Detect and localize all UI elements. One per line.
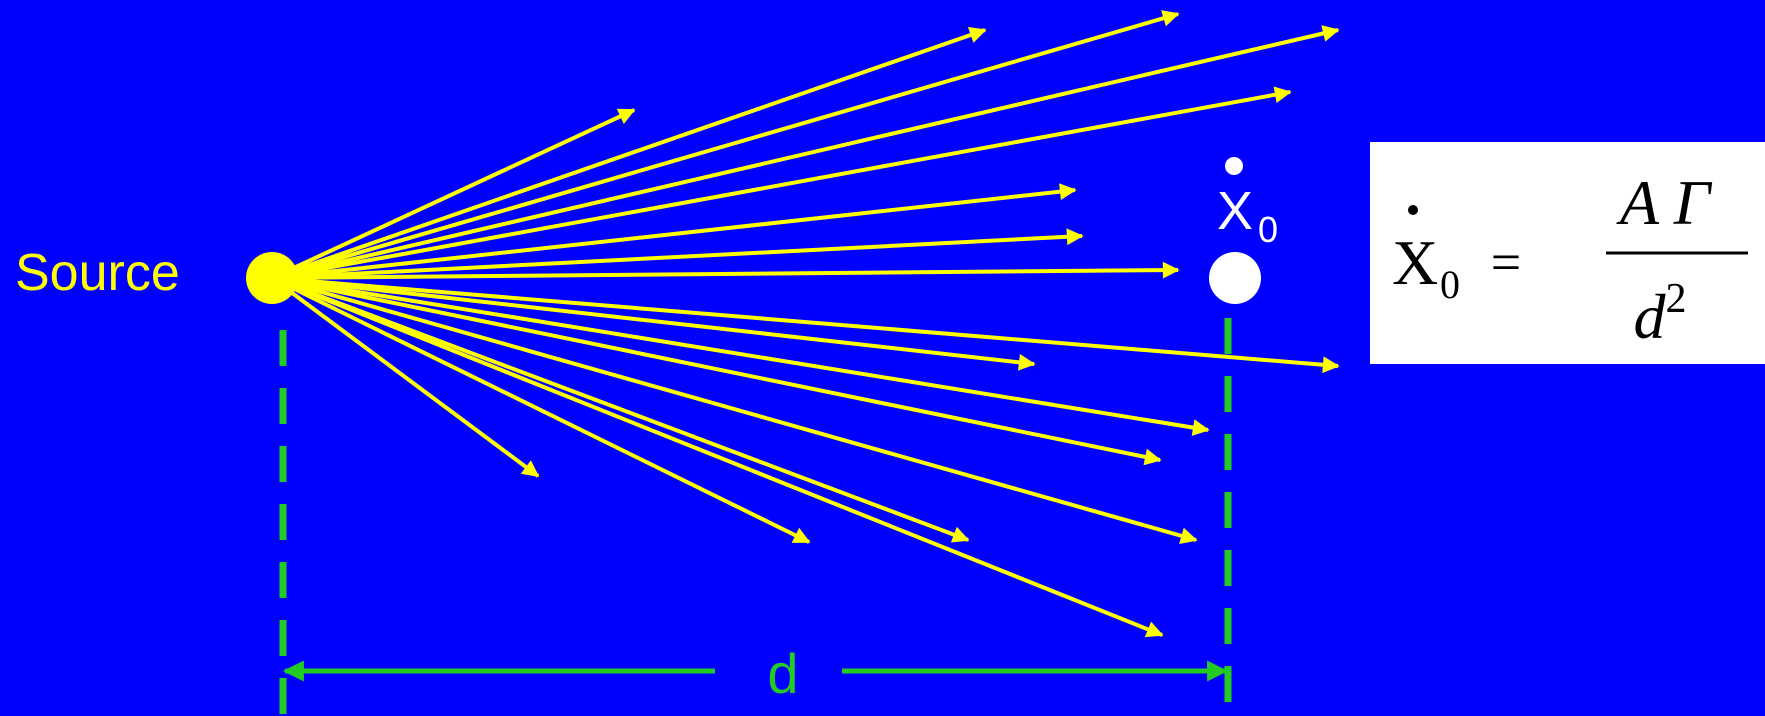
formula-lhs-dot	[1408, 205, 1418, 215]
ray-arrow-5	[271, 86, 1292, 280]
ray-arrow-11	[271, 276, 1210, 436]
formula-denominator: d2	[1634, 276, 1687, 352]
ray-arrow-8	[271, 261, 1180, 280]
ray-arrow-1	[271, 108, 636, 280]
distance-label: d	[767, 642, 798, 705]
formula-lhs-subscript: 0	[1440, 262, 1460, 307]
target-symbol: X	[1217, 181, 1253, 241]
ray-arrow-17	[270, 276, 540, 478]
ray-arrow-10	[271, 276, 1036, 371]
ray-arrow-3	[271, 10, 1180, 280]
source-label: Source	[15, 244, 180, 302]
ray-arrow-9	[271, 276, 1340, 374]
ray-group	[270, 10, 1340, 638]
target-dot	[1209, 252, 1261, 304]
target-symbol-dot	[1225, 157, 1243, 175]
ray-arrow-12	[271, 276, 1162, 466]
ray-arrow-15	[271, 276, 811, 544]
formula-box: X 0 = A Γ d2	[1370, 142, 1765, 364]
formula-numerator: A Γ	[1616, 167, 1713, 238]
target-subscript: 0	[1258, 209, 1278, 250]
ray-arrow-7	[271, 228, 1084, 280]
formula-lhs-symbol: X	[1392, 227, 1438, 298]
ray-arrow-6	[271, 183, 1077, 280]
ray-arrow-16	[271, 276, 1164, 638]
ray-arrow-13	[271, 276, 1198, 544]
ray-arrow-2	[271, 27, 987, 280]
ray-arrow-14	[271, 276, 970, 543]
formula-equals: =	[1491, 232, 1521, 292]
ray-arrow-4	[271, 25, 1340, 280]
